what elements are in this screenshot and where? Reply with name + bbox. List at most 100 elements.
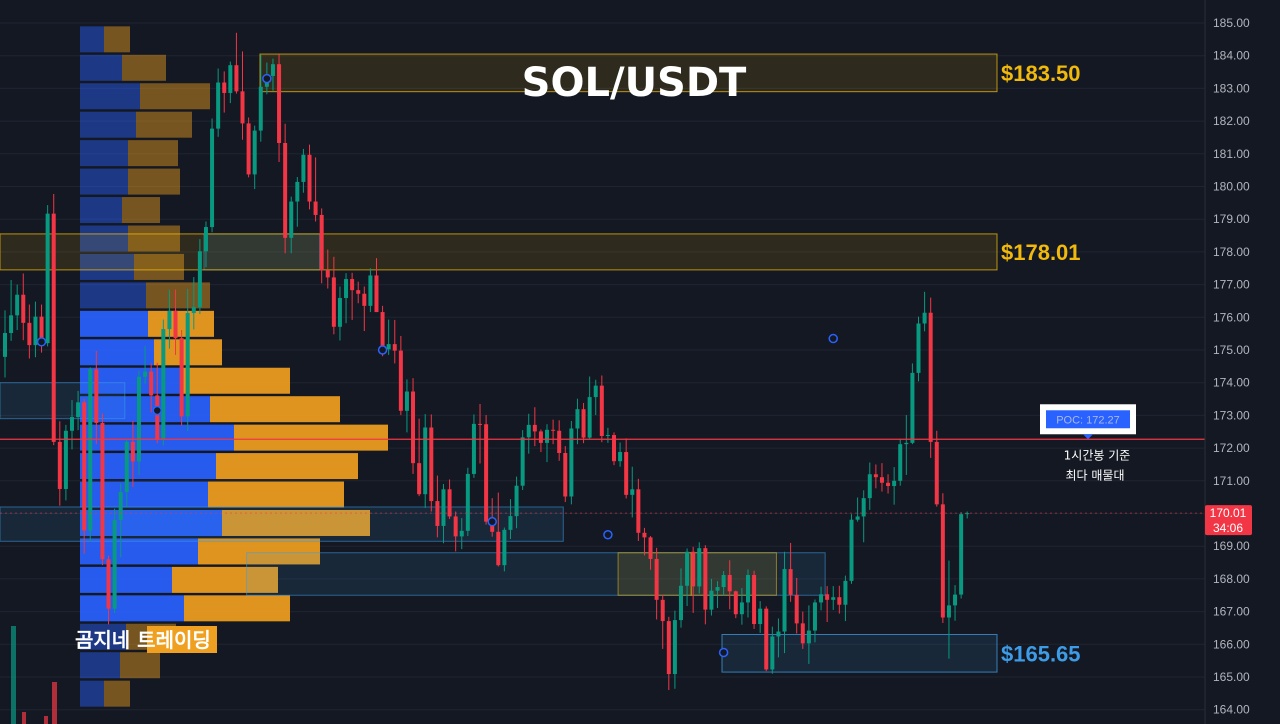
volume-profile-sell-bar [128, 140, 178, 167]
candle-body [295, 181, 300, 202]
candle-body [618, 452, 623, 462]
volume-profile-sell-bar [122, 54, 166, 81]
volume-profile-sell-bar [208, 481, 344, 508]
candle-body [886, 482, 891, 487]
candle-body [861, 498, 866, 517]
signal-marker [603, 530, 613, 540]
volume-profile-sell-bar [128, 168, 180, 195]
candle-body [782, 569, 787, 632]
candle-body [76, 402, 81, 418]
candle-body [39, 316, 44, 344]
candle-body [124, 441, 129, 492]
volume-profile-buy-bar [80, 225, 128, 252]
level-box-resistance-top [259, 53, 998, 93]
level-box-support-low [721, 633, 998, 673]
candle-body [149, 371, 154, 396]
volume-profile-sell-bar [122, 197, 160, 224]
candle-body [240, 91, 245, 124]
candle-body [520, 437, 525, 486]
signal-marker [487, 516, 497, 527]
price-tick-label: 166.00 [1213, 637, 1250, 651]
candle-body [82, 402, 87, 531]
candle-body [173, 310, 178, 339]
candle-body [478, 423, 483, 425]
volume-profile-buy-bar [80, 282, 146, 309]
candle-body [435, 501, 440, 526]
candle-body [69, 417, 74, 431]
candle-body [429, 427, 434, 502]
volume-profile-sell-bar [128, 225, 180, 252]
price-tick-label: 169.00 [1213, 539, 1250, 553]
price-tick-label: 181.00 [1213, 147, 1250, 161]
candle-body [441, 489, 446, 526]
candle-body [873, 474, 878, 478]
candle-body [398, 350, 403, 411]
volume-bar [11, 626, 16, 724]
candle-body [155, 395, 160, 440]
price-tick-label: 185.00 [1213, 16, 1250, 30]
price-tick-label: 180.00 [1213, 180, 1250, 194]
level-box-resistance-mid [0, 233, 998, 271]
candle-body [344, 279, 349, 299]
candle-body [831, 597, 836, 600]
candle-body [307, 154, 312, 202]
price-axis[interactable]: 185.00 184.00 183.00 182.00 181.00 180.00 179.… [1204, 0, 1280, 724]
watermark-highlight [147, 626, 217, 653]
candles [3, 32, 970, 691]
candle-body [490, 521, 495, 532]
volume-bar [22, 712, 26, 724]
price-tick-label: 177.00 [1213, 278, 1250, 292]
poc-note-line1: 1시간봉 기준 [1064, 448, 1131, 462]
price-tick-label: 175.00 [1213, 343, 1250, 357]
candle-body [57, 441, 62, 489]
candle-body [252, 130, 257, 175]
level-boxes: $183.50 $178.01 $165.65 [0, 53, 1081, 673]
candle-body [812, 602, 817, 631]
candle-body [727, 574, 732, 592]
candle-body [630, 489, 635, 495]
volume-bar [52, 682, 57, 724]
candle-body [672, 620, 677, 675]
volume-profile-sell-bar [216, 453, 358, 480]
chart-title: SOL/USDT [522, 60, 747, 106]
volume-profile-buy-bar [80, 168, 128, 195]
candle-body [465, 473, 470, 531]
poc-label: POC: 172.27 [1056, 414, 1120, 426]
candle-body [922, 312, 927, 324]
candle-body [551, 429, 556, 431]
volume-profile-buy-bar [80, 339, 154, 366]
candle-body [380, 312, 385, 350]
candle-body [496, 531, 501, 566]
watermark-text: 곰지네 트레이딩 [75, 628, 211, 652]
candle-body [934, 441, 939, 505]
price-tick-label: 178.00 [1213, 245, 1250, 259]
volume-profile-sell-bar [180, 367, 290, 394]
signal-marker [828, 333, 838, 344]
candle-body [411, 391, 416, 464]
candle-body [185, 313, 190, 417]
candle-body [228, 65, 233, 93]
candle-body [557, 430, 562, 454]
candle-body [959, 514, 964, 595]
candle-body [51, 213, 56, 442]
candle-body [191, 307, 196, 314]
candle-body [356, 290, 361, 294]
candle-body [898, 444, 903, 481]
candle-body [484, 424, 489, 522]
candle-body [514, 485, 519, 517]
candle-body [325, 270, 330, 278]
candle-body [892, 480, 897, 487]
candle-body [283, 143, 288, 238]
level-label-resistance-mid: $178.01 [1001, 240, 1081, 265]
watermark: 곰지네 트레이딩 [75, 626, 217, 653]
candle-body [575, 409, 580, 429]
candle-body [362, 293, 367, 306]
candle-body [946, 605, 951, 618]
candle-body [563, 453, 568, 497]
candle-body [161, 329, 166, 440]
candle-body [545, 429, 550, 443]
price-tick-label: 164.00 [1213, 703, 1250, 717]
candle-body [404, 391, 409, 411]
candle-body [715, 587, 720, 591]
